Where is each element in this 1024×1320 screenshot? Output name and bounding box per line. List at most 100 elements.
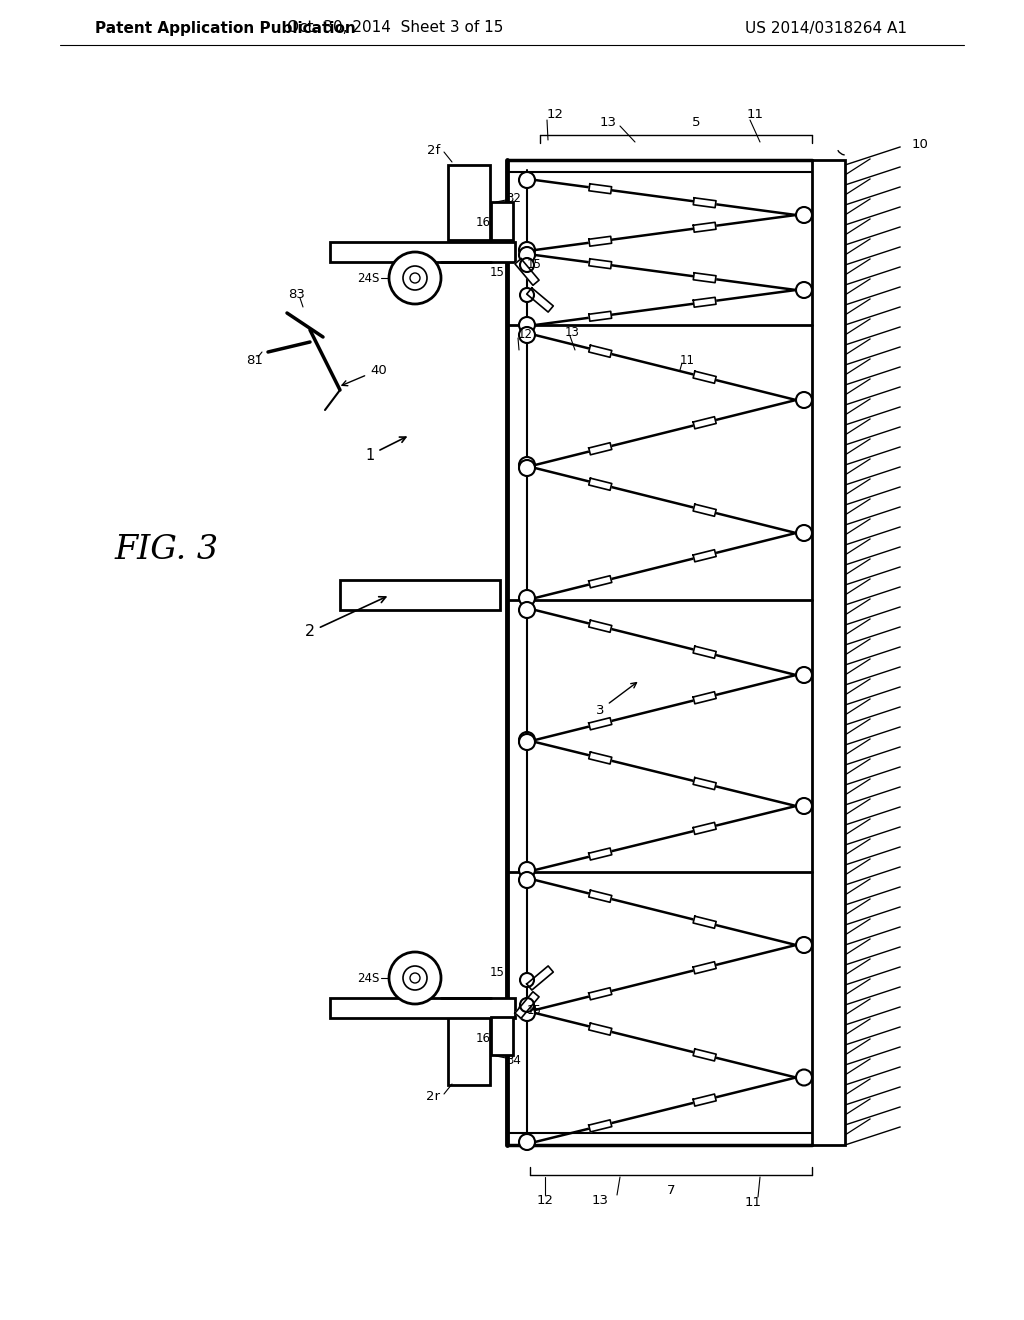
Text: 1: 1: [366, 437, 406, 462]
Text: FIG. 3: FIG. 3: [115, 535, 219, 566]
Polygon shape: [693, 777, 716, 789]
Text: 12: 12: [518, 329, 534, 342]
Circle shape: [519, 247, 535, 263]
Circle shape: [796, 799, 812, 814]
Polygon shape: [693, 1049, 716, 1061]
Text: 83: 83: [289, 289, 305, 301]
Polygon shape: [693, 916, 716, 928]
Bar: [449, 1010, 490, 1085]
Polygon shape: [515, 259, 539, 285]
Polygon shape: [589, 1023, 611, 1035]
Circle shape: [519, 602, 535, 618]
Text: 11: 11: [746, 108, 764, 121]
Bar: [340, 579, 500, 610]
Text: Oct. 30, 2014  Sheet 3 of 15: Oct. 30, 2014 Sheet 3 of 15: [287, 21, 503, 36]
Circle shape: [389, 252, 441, 304]
Polygon shape: [589, 236, 611, 247]
Circle shape: [796, 282, 812, 298]
Circle shape: [796, 937, 812, 953]
Bar: [812, 160, 845, 1144]
Polygon shape: [589, 1119, 611, 1133]
Circle shape: [519, 457, 535, 473]
Polygon shape: [515, 991, 539, 1018]
Text: 2: 2: [305, 597, 386, 639]
Polygon shape: [693, 297, 716, 308]
Text: 11: 11: [745, 1196, 762, 1209]
Circle shape: [520, 973, 534, 987]
Polygon shape: [589, 987, 611, 999]
Polygon shape: [589, 890, 611, 903]
Text: 13: 13: [565, 326, 580, 338]
Polygon shape: [693, 222, 716, 232]
Polygon shape: [589, 442, 611, 455]
Circle shape: [519, 873, 535, 888]
Circle shape: [519, 734, 535, 750]
Circle shape: [519, 1134, 535, 1150]
Polygon shape: [589, 752, 611, 764]
Polygon shape: [693, 371, 716, 383]
Bar: [449, 165, 490, 240]
Text: 16: 16: [476, 1031, 490, 1044]
Polygon shape: [693, 822, 716, 834]
Text: 15: 15: [527, 1003, 542, 1016]
Polygon shape: [589, 478, 611, 490]
Polygon shape: [693, 647, 716, 659]
Polygon shape: [589, 847, 611, 861]
Text: 13: 13: [592, 1193, 609, 1206]
Polygon shape: [693, 1094, 716, 1106]
Text: 12: 12: [537, 1193, 554, 1206]
Polygon shape: [589, 718, 611, 730]
Polygon shape: [589, 576, 611, 587]
Polygon shape: [589, 183, 611, 194]
Polygon shape: [693, 273, 716, 282]
Text: 10: 10: [912, 139, 929, 152]
Bar: [330, 998, 515, 1018]
Circle shape: [519, 733, 535, 748]
Polygon shape: [589, 312, 611, 321]
Circle shape: [519, 1002, 535, 1018]
Circle shape: [796, 667, 812, 682]
Circle shape: [403, 966, 427, 990]
Circle shape: [796, 1069, 812, 1085]
Text: 2f: 2f: [427, 144, 440, 157]
Text: 15: 15: [490, 965, 505, 978]
Text: 5: 5: [692, 116, 700, 129]
Text: Patent Application Publication: Patent Application Publication: [95, 21, 355, 36]
Circle shape: [519, 327, 535, 343]
Text: 34: 34: [506, 1053, 521, 1067]
Circle shape: [796, 525, 812, 541]
Circle shape: [403, 267, 427, 290]
Polygon shape: [693, 692, 716, 704]
Text: 2r: 2r: [426, 1089, 440, 1102]
Circle shape: [519, 172, 535, 187]
Polygon shape: [693, 504, 716, 516]
Polygon shape: [526, 288, 553, 312]
Text: US 2014/0318264 A1: US 2014/0318264 A1: [745, 21, 907, 36]
Text: 16: 16: [476, 215, 490, 228]
Text: 32: 32: [506, 191, 521, 205]
Text: 15: 15: [527, 259, 542, 272]
Text: 40: 40: [342, 363, 387, 385]
Text: 12: 12: [547, 108, 564, 121]
Text: 81: 81: [247, 354, 263, 367]
Text: 7: 7: [667, 1184, 675, 1196]
Polygon shape: [693, 198, 716, 207]
Polygon shape: [526, 966, 553, 990]
Circle shape: [796, 207, 812, 223]
Circle shape: [796, 392, 812, 408]
Text: 13: 13: [600, 116, 617, 128]
Bar: [490, 202, 513, 240]
Circle shape: [520, 288, 534, 302]
Text: 3: 3: [596, 682, 637, 717]
Bar: [330, 242, 515, 261]
Circle shape: [519, 1005, 535, 1020]
Circle shape: [520, 257, 534, 272]
Polygon shape: [589, 346, 611, 358]
Circle shape: [410, 973, 420, 983]
Circle shape: [410, 273, 420, 282]
Circle shape: [519, 242, 535, 257]
Text: 11: 11: [680, 354, 695, 367]
Circle shape: [389, 952, 441, 1005]
Circle shape: [520, 998, 534, 1012]
Text: 24S: 24S: [357, 272, 380, 285]
